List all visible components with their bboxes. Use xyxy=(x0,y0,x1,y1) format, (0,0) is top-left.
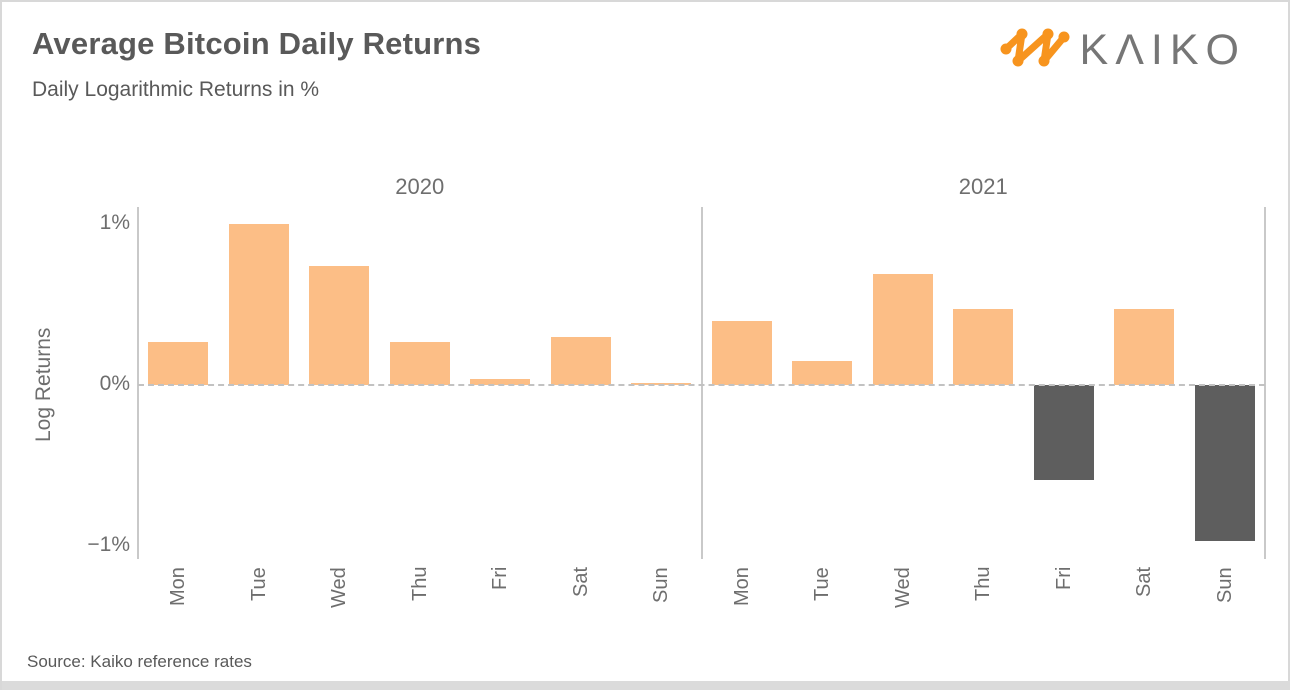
bar-2020-wed xyxy=(309,265,370,385)
source-note: Source: Kaiko reference rates xyxy=(27,652,252,671)
bar-2020-fri xyxy=(470,378,531,385)
kaiko-logo-text: KΛIKO xyxy=(1079,26,1246,74)
x-tick-label-2020-mon: Mon xyxy=(167,567,190,606)
x-tick-label-2021-thu: Thu xyxy=(972,567,995,602)
y-tick-label: −1% xyxy=(87,533,130,556)
bar-2020-sat xyxy=(550,336,611,385)
bottom-border-strip xyxy=(2,681,1290,690)
bar-2021-wed xyxy=(872,273,933,385)
chart-subtitle: Daily Logarithmic Returns in % xyxy=(32,78,320,101)
x-tick-label-2021-sat: Sat xyxy=(1133,567,1156,598)
x-tick-label-2020-fri: Fri xyxy=(489,567,512,591)
bar-2021-fri xyxy=(1033,385,1094,480)
x-tick-label-2021-mon: Mon xyxy=(730,567,753,606)
bar-2021-sat xyxy=(1114,309,1175,385)
panel-title-2020: 2020 xyxy=(395,174,445,199)
bar-2020-tue xyxy=(228,224,289,385)
zero-gridline xyxy=(138,384,1265,386)
x-tick-label-2020-thu: Thu xyxy=(408,567,431,602)
bar-2021-mon xyxy=(711,320,772,385)
y-tick-label: 0% xyxy=(99,372,130,395)
bar-2020-mon xyxy=(148,341,209,385)
kaiko-logo: KΛIKO xyxy=(998,24,1246,77)
x-tick-label-2020-tue: Tue xyxy=(247,567,270,601)
page-title: Average Bitcoin Daily Returns xyxy=(32,26,482,61)
x-tick-label-2020-wed: Wed xyxy=(328,567,351,608)
x-tick-label-2020-sat: Sat xyxy=(569,567,592,598)
x-tick-label-2021-wed: Wed xyxy=(891,567,914,608)
x-tick-label-2021-fri: Fri xyxy=(1052,567,1075,591)
bar-2021-thu xyxy=(953,309,1014,385)
x-tick-label-2021-sun: Sun xyxy=(1213,567,1236,603)
left-axis-line xyxy=(137,207,139,559)
panel-title-2021: 2021 xyxy=(958,174,1008,199)
right-axis-line xyxy=(1264,207,1266,559)
x-tick-label-2021-tue: Tue xyxy=(811,567,834,601)
panel-divider-line xyxy=(700,207,703,559)
bar-2021-sun xyxy=(1194,385,1255,542)
kaiko-logo-icon xyxy=(998,24,1072,77)
y-tick-label: 1% xyxy=(99,211,130,234)
bar-2020-thu xyxy=(389,341,450,385)
x-tick-label-2020-sun: Sun xyxy=(650,567,673,603)
bar-2021-tue xyxy=(792,360,853,385)
